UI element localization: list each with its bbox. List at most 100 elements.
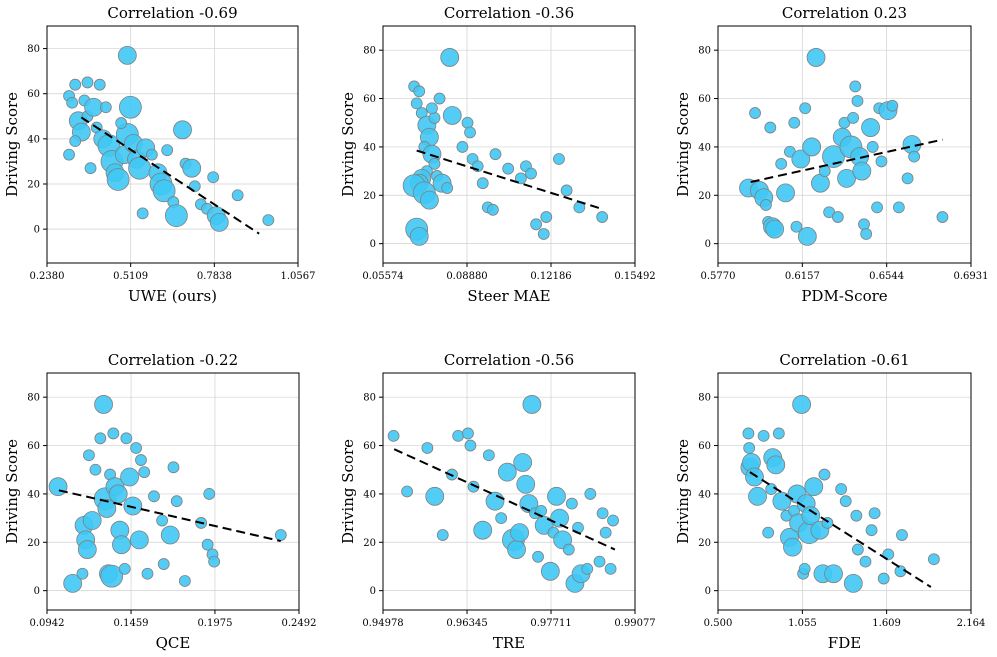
data-point: [152, 179, 176, 203]
data-point: [852, 161, 872, 181]
chart-title: Correlation -0.22: [108, 351, 238, 369]
data-point: [107, 427, 120, 440]
x-tick-label: 0.08880: [446, 271, 487, 282]
trend-line: [749, 471, 932, 588]
x-tick-label: 0.97711: [530, 618, 571, 629]
y-axis-label: Driving Score: [674, 92, 692, 197]
data-point: [790, 220, 803, 233]
scatter-panel-2: 0 20 40 60 80 0.05574 0.08880 0.12186 0.15492 Cor…: [339, 4, 656, 305]
data-point: [115, 117, 128, 129]
data-point: [824, 564, 843, 584]
data-point: [120, 432, 133, 445]
data-point: [875, 155, 888, 168]
data-point: [584, 488, 597, 500]
data-point: [560, 184, 573, 197]
data-point: [818, 468, 831, 481]
x-tick-label: 1.609: [872, 618, 901, 629]
data-point: [84, 97, 104, 117]
data-point: [201, 538, 214, 551]
data-point: [565, 497, 578, 510]
data-point: [69, 135, 82, 148]
data-point: [108, 484, 128, 504]
trend-line: [750, 138, 943, 183]
data-point: [401, 485, 413, 498]
data-point: [387, 429, 400, 442]
data-point: [516, 474, 536, 494]
data-point: [513, 453, 533, 472]
scatter-panel-3: 0 20 40 60 80 0.5770 0.6157 0.6544 0.6931 Correla…: [674, 4, 989, 305]
data-point: [525, 167, 537, 180]
data-point: [550, 508, 569, 528]
scatter-panel-6: 0 20 40 60 80 0.500 1.055 1.609 2.164 Correlation…: [674, 351, 985, 652]
x-axis-label: FDE: [828, 634, 861, 652]
x-tick-label: 0.99077: [614, 618, 655, 629]
y-tick-label: 20: [698, 191, 711, 202]
data-point: [835, 483, 848, 495]
data-point: [791, 149, 811, 169]
data-point: [811, 173, 830, 193]
data-point: [530, 218, 543, 231]
data-point: [156, 514, 169, 527]
y-tick-label: 20: [27, 538, 40, 549]
data-point: [757, 429, 770, 442]
x-tick-label: 0.6157: [785, 271, 820, 282]
data-point: [804, 477, 824, 497]
data-point: [473, 520, 493, 540]
trend-line: [58, 489, 282, 543]
data-point: [442, 106, 462, 125]
data-point: [749, 107, 761, 119]
data-point: [413, 85, 426, 98]
y-tick-label: 40: [27, 489, 40, 500]
chart-title: Correlation -0.36: [444, 4, 574, 22]
data-point: [464, 126, 476, 139]
y-tick-label: 40: [27, 134, 40, 145]
x-tick-label: 0.1975: [197, 618, 232, 629]
data-point: [928, 553, 940, 566]
data-point: [89, 463, 102, 476]
y-tick-label: 20: [698, 538, 711, 549]
x-tick-label: 0.7838: [197, 271, 232, 282]
y-tick-label: 40: [698, 142, 711, 153]
data-point: [118, 562, 131, 575]
data-point: [532, 550, 544, 563]
data-point: [892, 201, 905, 214]
data-point: [843, 573, 863, 593]
data-point: [94, 432, 107, 445]
x-axis-label: QCE: [156, 634, 191, 652]
data-point: [765, 219, 785, 239]
data-point: [83, 449, 95, 462]
data-point: [607, 514, 619, 527]
data-point: [487, 203, 499, 216]
y-tick-label: 20: [363, 191, 376, 202]
data-point: [760, 199, 772, 211]
data-point: [167, 461, 180, 474]
data-point: [433, 92, 446, 105]
y-tick-label: 60: [27, 89, 40, 100]
y-tick-label: 80: [698, 46, 711, 57]
data-point: [748, 486, 767, 506]
data-point: [428, 111, 441, 124]
data-point: [112, 535, 131, 555]
data-point: [839, 495, 852, 508]
data-point: [123, 496, 143, 516]
y-tick-label: 0: [705, 239, 711, 250]
data-point: [540, 211, 553, 223]
data-point: [581, 562, 594, 575]
chart-title: Correlation -0.56: [444, 351, 574, 369]
axes-frame: [46, 25, 299, 264]
data-point: [901, 172, 914, 185]
plot-area: [383, 373, 635, 610]
data-point: [599, 526, 612, 539]
data-point: [831, 211, 844, 223]
y-tick-label: 80: [363, 46, 376, 57]
data-point: [766, 455, 786, 475]
data-point: [886, 99, 899, 112]
data-point: [129, 530, 149, 550]
y-tick-label: 80: [27, 393, 40, 404]
data-point: [495, 512, 508, 525]
data-point: [537, 228, 550, 240]
x-tick-label: 0.6931: [954, 271, 989, 282]
scatter-panel-5: 0 20 40 60 80 0.94978 0.96345 0.97711 0.99077 Cor…: [339, 351, 656, 652]
y-tick-label: 0: [370, 586, 376, 597]
x-tick-label: 0.5109: [113, 271, 148, 282]
